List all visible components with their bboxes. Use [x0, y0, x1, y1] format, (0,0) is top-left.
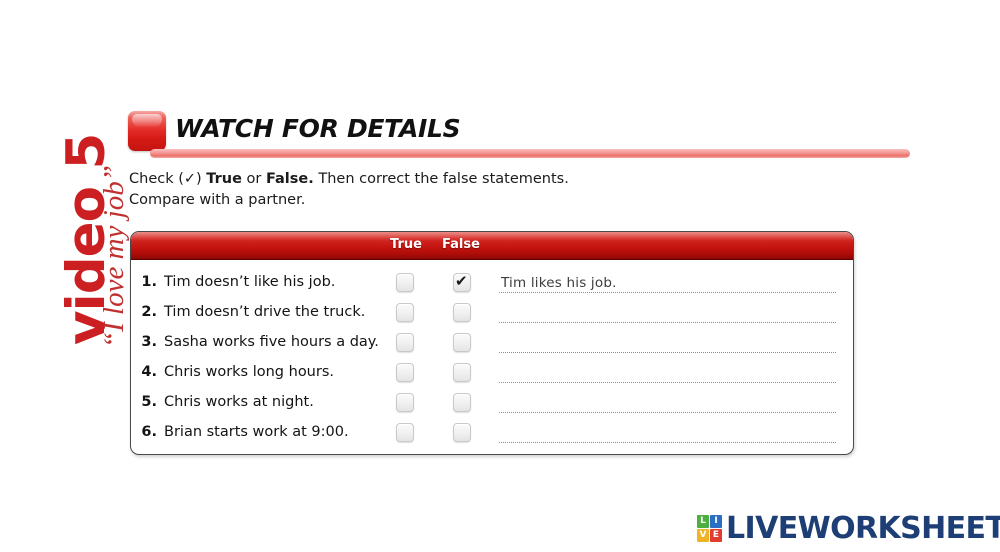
- header-divider-rule: [150, 149, 910, 158]
- row-statement: Brian starts work at 9:00.: [164, 424, 349, 440]
- row-statement: Chris works long hours.: [164, 364, 334, 380]
- section-header: WATCH FOR DETAILS: [128, 108, 918, 164]
- table-rows: 1. Tim doesn’t like his job. Tim likes h…: [131, 260, 853, 447]
- answer-slot[interactable]: [499, 302, 836, 323]
- instructions-check-prefix: Check (✓): [129, 171, 207, 187]
- row-number: 2.: [141, 304, 157, 320]
- row-statement: Chris works at night.: [164, 394, 314, 410]
- checkbox-false[interactable]: [453, 272, 471, 292]
- checkbox-true[interactable]: [396, 393, 414, 412]
- table-row: 1. Tim doesn’t like his job. Tim likes h…: [131, 267, 853, 297]
- row-statement: Sasha works five hours a day.: [164, 334, 379, 350]
- instructions-line-1: Check (✓) True or False. Then correct th…: [129, 169, 569, 190]
- table-row: 4. Chris works long hours.: [131, 357, 853, 387]
- instructions-text: Check (✓) True or False. Then correct th…: [129, 169, 569, 211]
- worksheet-table: True False 1. Tim doesn’t like his job. …: [130, 231, 854, 455]
- video-subtitle-label: “I love my job”: [98, 165, 130, 348]
- liveworksheets-logo: L I V E LIVEWORKSHEETS: [697, 508, 1000, 548]
- answer-slot[interactable]: [499, 392, 836, 413]
- answer-slot[interactable]: [499, 362, 836, 383]
- checkbox-false[interactable]: [453, 303, 471, 322]
- column-header-true: True: [390, 237, 422, 252]
- table-row: 5. Chris works at night.: [131, 387, 853, 417]
- answer-dotted-line: [499, 382, 836, 383]
- logo-tile-i: I: [710, 514, 722, 528]
- instructions-true-word: True: [206, 171, 242, 187]
- row-number: 6.: [141, 424, 157, 440]
- answer-dotted-line: [499, 412, 836, 413]
- answer-dotted-line: [499, 442, 836, 443]
- checkbox-true[interactable]: [396, 303, 414, 322]
- instructions-or-word: or: [241, 171, 266, 187]
- column-header-false: False: [442, 237, 480, 252]
- logo-tile-v: V: [697, 528, 709, 542]
- checkbox-false[interactable]: [453, 363, 471, 382]
- instructions-correct-clause: Then correct the false statements.: [313, 171, 569, 187]
- logo-tile-l: L: [697, 514, 709, 528]
- answer-slot[interactable]: Tim likes his job.: [499, 272, 836, 293]
- red-square-icon: [128, 111, 166, 151]
- checkbox-true[interactable]: [396, 423, 414, 442]
- checkbox-false[interactable]: [453, 423, 471, 442]
- row-statement: Tim doesn’t drive the truck.: [164, 304, 366, 320]
- table-row: 2. Tim doesn’t drive the truck.: [131, 297, 853, 327]
- answer-dotted-line: [499, 352, 836, 353]
- table-header-bar: True False: [131, 232, 853, 260]
- checkbox-false[interactable]: [453, 393, 471, 412]
- logo-wordmark: LIVEWORKSHEETS: [726, 510, 1000, 546]
- row-number: 5.: [141, 394, 157, 410]
- row-statement: Tim doesn’t like his job.: [164, 274, 336, 290]
- checkbox-false[interactable]: [453, 333, 471, 352]
- logo-tiles: L I V E: [697, 514, 722, 542]
- instructions-line-2: Compare with a partner.: [129, 192, 306, 208]
- instructions-false-word: False.: [265, 171, 314, 187]
- checkbox-true[interactable]: [396, 363, 414, 382]
- row-number: 3.: [141, 334, 157, 350]
- section-title: WATCH FOR DETAILS: [175, 114, 461, 143]
- answer-text: Tim likes his job.: [501, 275, 617, 291]
- checkbox-true[interactable]: [396, 333, 414, 352]
- answer-dotted-line: [499, 322, 836, 323]
- side-banner: video 5 “I love my job”: [0, 0, 130, 552]
- checkbox-true[interactable]: [396, 273, 414, 292]
- logo-tile-e: E: [710, 528, 722, 542]
- answer-dotted-line: [499, 292, 836, 293]
- table-row: 6. Brian starts work at 9:00.: [131, 417, 853, 447]
- row-number: 4.: [141, 364, 157, 380]
- row-number: 1.: [141, 274, 157, 290]
- table-row: 3. Sasha works five hours a day.: [131, 327, 853, 357]
- answer-slot[interactable]: [499, 332, 836, 353]
- answer-slot[interactable]: [499, 422, 836, 443]
